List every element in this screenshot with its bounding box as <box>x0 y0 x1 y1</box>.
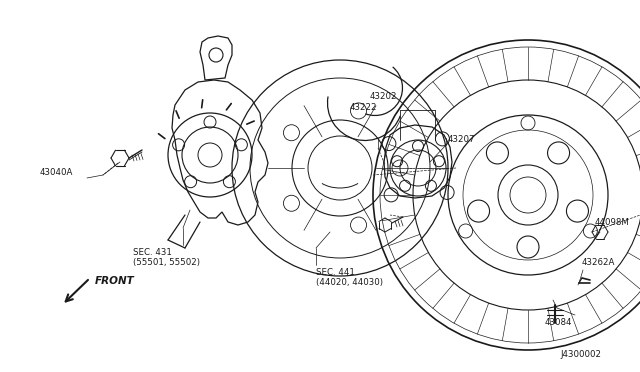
Text: SEC. 441: SEC. 441 <box>316 268 355 277</box>
Text: (55501, 55502): (55501, 55502) <box>133 258 200 267</box>
Text: 43202: 43202 <box>370 92 397 101</box>
Text: 43207: 43207 <box>448 135 476 144</box>
Text: FRONT: FRONT <box>95 276 135 286</box>
Text: 43262A: 43262A <box>582 258 616 267</box>
Text: 43040A: 43040A <box>40 168 74 177</box>
Text: (44020, 44030): (44020, 44030) <box>316 278 383 287</box>
Text: 43084: 43084 <box>545 318 573 327</box>
Text: J4300002: J4300002 <box>560 350 601 359</box>
Text: SEC. 431: SEC. 431 <box>133 248 172 257</box>
Text: 43222: 43222 <box>350 103 378 112</box>
Text: 44098M: 44098M <box>595 218 630 227</box>
